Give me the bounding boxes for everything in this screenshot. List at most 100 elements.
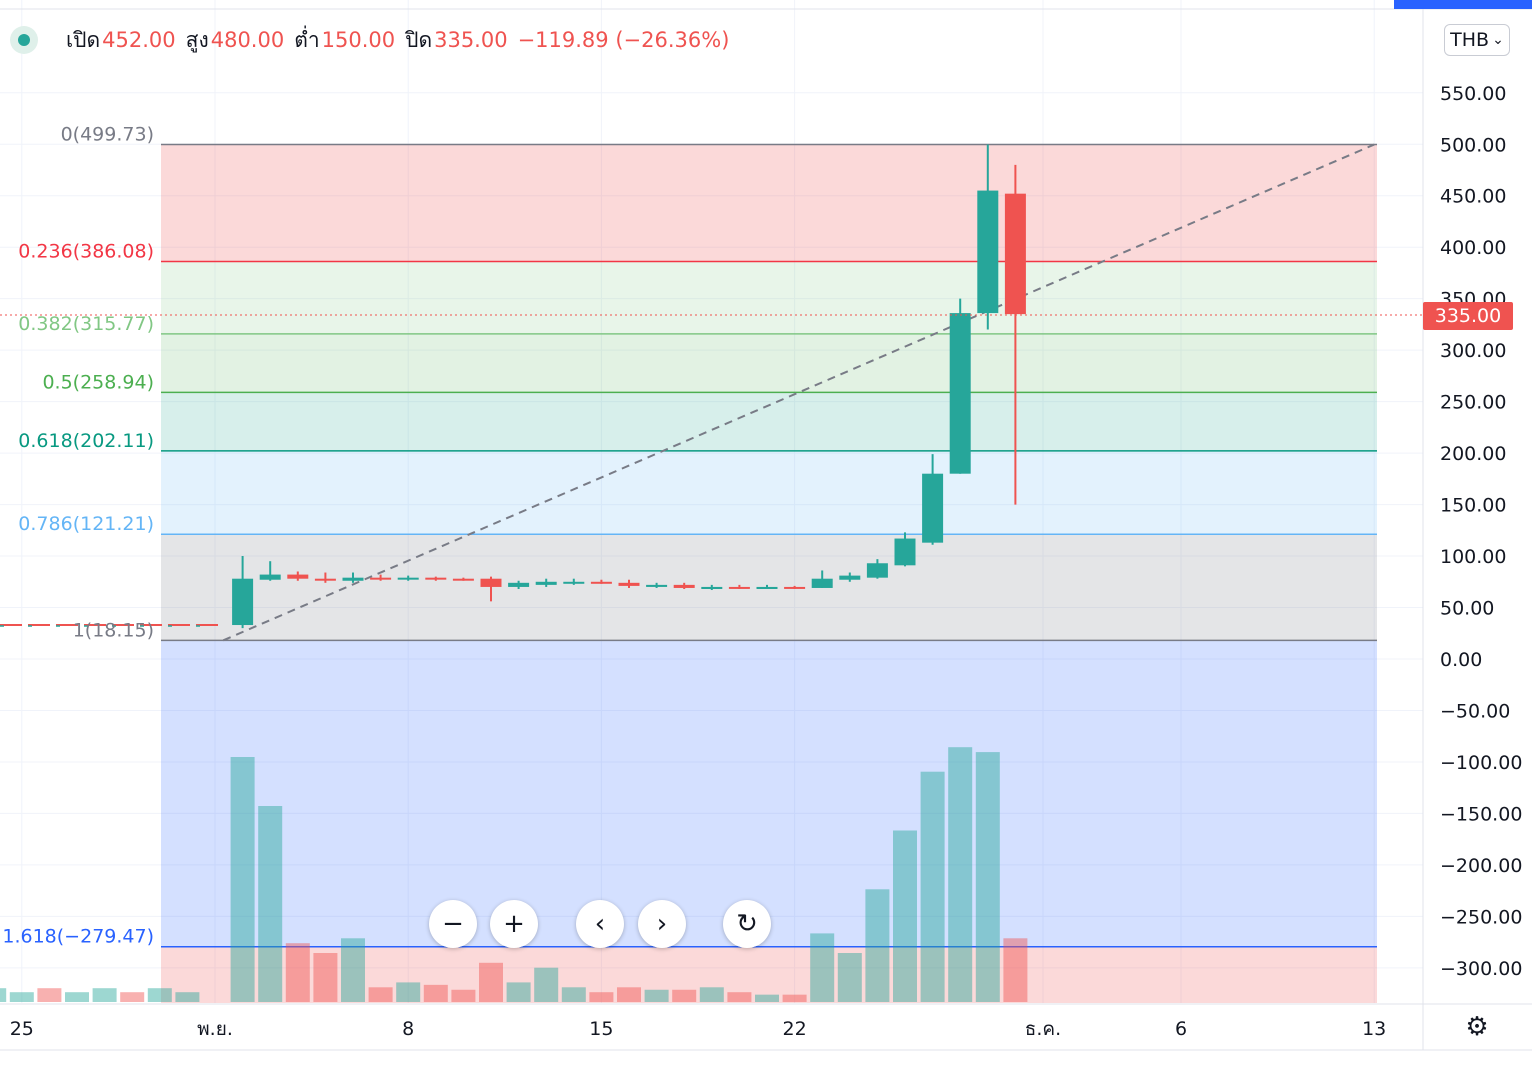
- x-axis-labels: 25 พ.ย. 8 15 22 ธ.ค. 6 13: [10, 1018, 1387, 1040]
- candle-body: [590, 581, 612, 584]
- x-tick-label: ธ.ค.: [1025, 1018, 1061, 1040]
- fib-zone: [161, 261, 1377, 334]
- candle-body: [563, 581, 585, 584]
- candle-body: [673, 584, 695, 588]
- volume-bars: [0, 747, 1028, 1002]
- candle-body: [259, 574, 281, 580]
- candle-body: [508, 582, 530, 587]
- close-value: 335.00: [434, 28, 508, 52]
- volume-bar: [313, 953, 338, 1002]
- candle-body: [701, 586, 723, 589]
- volume-bar: [230, 757, 255, 1002]
- x-tick-label: 15: [589, 1018, 613, 1040]
- scroll-left-button[interactable]: ‹: [576, 900, 624, 948]
- candle-body: [922, 473, 944, 543]
- candle-body: [1004, 193, 1026, 315]
- volume-bar: [644, 989, 669, 1002]
- fib-level-label: 0.786(121.21): [18, 513, 154, 535]
- candle-body: [784, 586, 806, 589]
- plus-icon: +: [503, 909, 525, 939]
- volume-bar: [175, 992, 200, 1002]
- y-tick-label: −150.00: [1440, 803, 1522, 825]
- candle-body: [397, 577, 419, 580]
- y-tick-label: 100.00: [1440, 546, 1506, 568]
- volume-bar: [0, 988, 7, 1002]
- volume-bar: [782, 994, 807, 1002]
- y-tick-label: 50.00: [1440, 598, 1494, 620]
- x-tick-label: พ.ย.: [197, 1018, 233, 1040]
- volume-bar: [920, 771, 945, 1002]
- y-tick-label: 450.00: [1440, 186, 1506, 208]
- candle-body: [811, 578, 833, 588]
- y-tick-label: 300.00: [1440, 340, 1506, 362]
- candle-body: [370, 577, 392, 580]
- x-tick-label: 13: [1362, 1018, 1386, 1040]
- volume-bar: [65, 992, 89, 1002]
- y-tick-label: 0.00: [1440, 649, 1482, 671]
- volume-bar: [396, 982, 421, 1002]
- currency-button[interactable]: THB ⌄: [1444, 24, 1510, 56]
- candle-body: [287, 574, 309, 579]
- gear-icon: ⚙: [1465, 1012, 1489, 1042]
- y-tick-label: −100.00: [1440, 752, 1522, 774]
- open-label: เปิด: [66, 27, 101, 52]
- zoom-in-button[interactable]: +: [490, 900, 538, 948]
- volume-bar: [893, 830, 917, 1002]
- volume-bar: [699, 987, 724, 1002]
- current-price-tag: 335.00: [1423, 302, 1513, 330]
- volume-bar: [479, 962, 503, 1002]
- fib-zone: [161, 946, 1377, 1003]
- currency-label: THB: [1450, 29, 1490, 51]
- minus-icon: −: [442, 909, 464, 939]
- volume-bar: [258, 806, 283, 1002]
- volume-bar: [451, 989, 476, 1002]
- y-tick-label: 400.00: [1440, 237, 1506, 259]
- volume-bar: [341, 938, 365, 1002]
- y-tick-label: 250.00: [1440, 392, 1506, 414]
- close-label: ปิด: [405, 27, 433, 52]
- candle-body: [618, 582, 640, 586]
- volume-bar: [865, 889, 890, 1002]
- candle-body: [839, 575, 861, 580]
- volume-bar: [92, 988, 117, 1002]
- open-value: 452.00: [102, 28, 176, 52]
- low-value: 150.00: [321, 28, 396, 52]
- candle-body: [452, 578, 474, 581]
- fib-level-label: 0(499.73): [61, 124, 154, 146]
- candle-body: [232, 578, 254, 626]
- y-tick-label: 500.00: [1440, 134, 1506, 156]
- scroll-right-button[interactable]: ›: [638, 900, 686, 948]
- y-tick-label: −250.00: [1440, 906, 1522, 928]
- chevron-right-icon: ›: [656, 909, 668, 939]
- change-value: −119.89 (−26.36%): [517, 28, 730, 52]
- fib-labels: 0(499.73) 0.236(386.08) 0.382(315.77) 0.5(2…: [2, 124, 154, 948]
- top-accent-bar: [1394, 0, 1532, 9]
- fib-zone: [161, 333, 1377, 393]
- symbol-status-icon[interactable]: [10, 26, 38, 54]
- candle-body: [949, 313, 971, 474]
- x-tick-label: 8: [402, 1018, 414, 1040]
- y-tick-label: −200.00: [1440, 855, 1522, 877]
- volume-bar: [837, 953, 862, 1002]
- fib-level-label: 0.618(202.11): [18, 430, 154, 452]
- x-tick-label: 22: [783, 1018, 807, 1040]
- y-tick-label: 150.00: [1440, 495, 1506, 517]
- zoom-out-button[interactable]: −: [429, 900, 477, 948]
- y-tick-label: 200.00: [1440, 443, 1506, 465]
- fib-zones: [161, 144, 1377, 1003]
- candle-body: [728, 586, 750, 589]
- volume-bar: [561, 987, 586, 1002]
- ohlc-legend: เปิด 452.00 สูง 480.00 ต่ำ 150.00 ปิด 33…: [10, 24, 739, 56]
- volume-bar: [810, 933, 835, 1002]
- volume-bar: [37, 988, 62, 1002]
- reset-chart-button[interactable]: ↻: [723, 900, 771, 948]
- volume-bar: [285, 943, 310, 1002]
- volume-bar: [1003, 938, 1028, 1002]
- volume-bar: [9, 992, 34, 1002]
- candle-body: [866, 563, 888, 578]
- volume-bar: [617, 987, 641, 1002]
- chevron-left-icon: ‹: [594, 909, 606, 939]
- settings-button[interactable]: ⚙: [1462, 1012, 1492, 1042]
